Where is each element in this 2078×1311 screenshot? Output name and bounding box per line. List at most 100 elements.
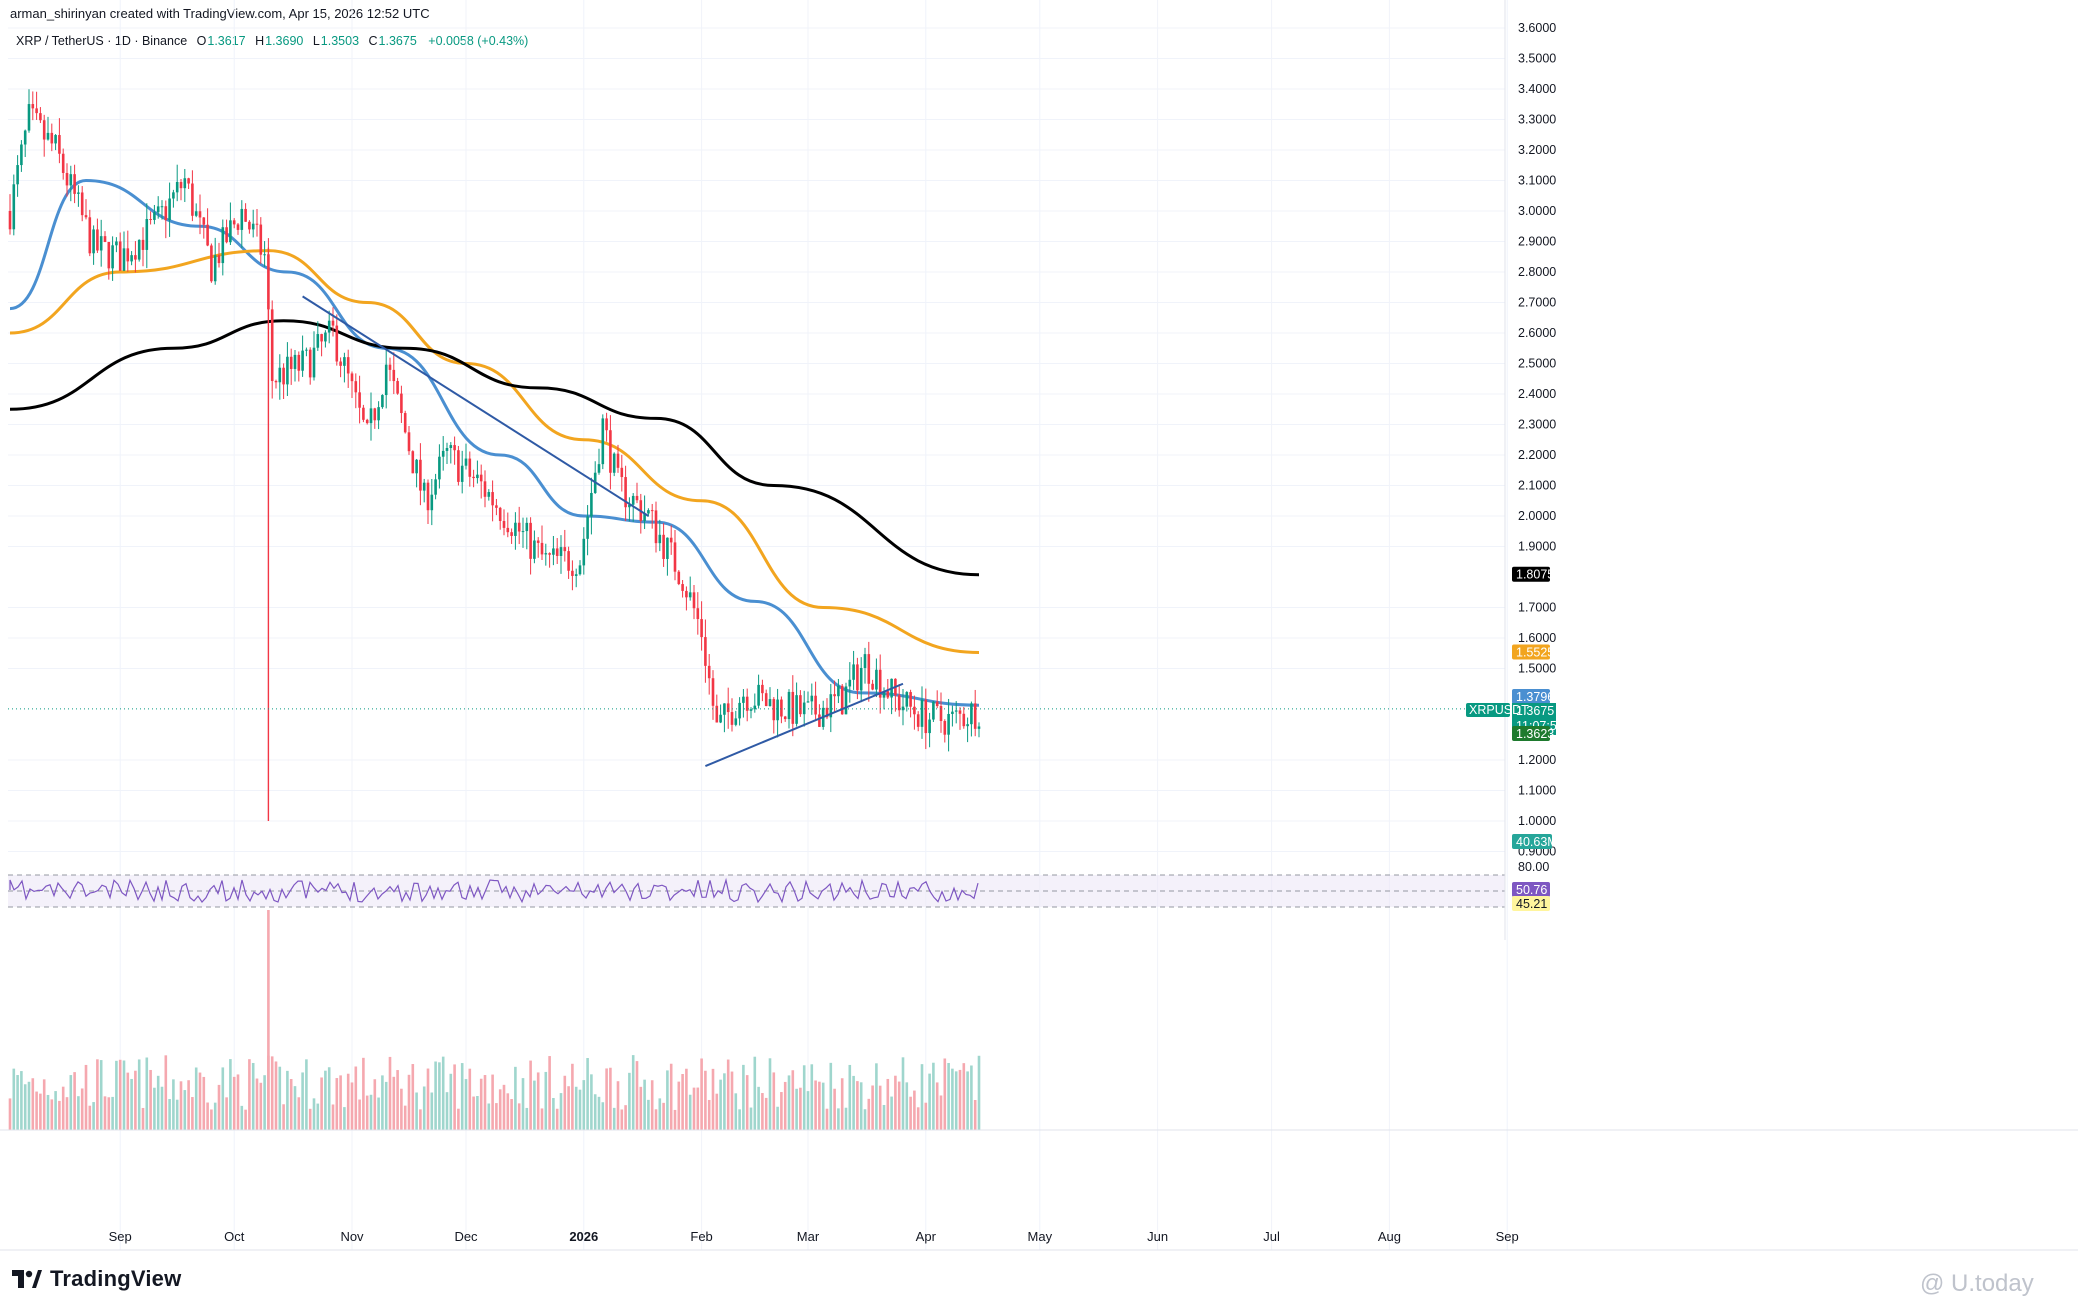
- candle-body: [392, 369, 396, 382]
- candle-body: [130, 255, 133, 262]
- price-tick-label: 2.9000: [1518, 235, 1556, 249]
- volume-bar: [514, 1066, 517, 1130]
- candle-body: [293, 354, 297, 369]
- candle-body: [39, 113, 42, 121]
- candle-body: [502, 521, 506, 528]
- candle-body: [77, 192, 80, 194]
- volume-bar: [894, 1075, 897, 1130]
- candle-body: [426, 482, 430, 511]
- candle-body: [20, 144, 23, 166]
- candle-body: [457, 450, 460, 482]
- candle-body: [650, 510, 654, 512]
- volume-bar: [590, 1074, 593, 1130]
- volume-bar: [814, 1080, 817, 1130]
- candle-body: [669, 537, 673, 543]
- volume-bar: [624, 1105, 627, 1130]
- volume-bar: [343, 1107, 346, 1130]
- volume-bar: [517, 1103, 521, 1130]
- volume-bar: [483, 1075, 487, 1130]
- volume-bar: [932, 1062, 935, 1130]
- candle-body: [153, 212, 156, 220]
- candle-body: [529, 522, 532, 559]
- candle-body: [685, 590, 688, 598]
- volume-bar: [924, 1102, 928, 1130]
- volume-bar: [772, 1072, 776, 1130]
- price-axis[interactable]: 3.6000 3.5000 3.4000 3.3000 3.2000 3.1000 3.00…: [0, 0, 2078, 1251]
- candle-body: [441, 450, 445, 457]
- volume-bar: [354, 1066, 358, 1130]
- candle-body: [563, 547, 567, 552]
- volume-bar: [362, 1057, 365, 1130]
- volume-bar: [863, 1109, 867, 1130]
- candle-body: [886, 691, 890, 698]
- volume-bar: [449, 1073, 453, 1130]
- volume-bar: [704, 1070, 707, 1130]
- volume-bar: [350, 1082, 354, 1130]
- candle-body: [400, 393, 403, 414]
- candle-body: [544, 553, 548, 555]
- volume-bar: [118, 1059, 122, 1130]
- candle-body: [833, 694, 836, 697]
- volume-bar: [628, 1072, 631, 1130]
- volume-bar: [605, 1068, 608, 1130]
- volume-bar: [335, 1078, 339, 1130]
- candle-body: [696, 608, 700, 620]
- volume-bar: [274, 1061, 278, 1130]
- candle-body: [172, 192, 175, 199]
- candle-body: [525, 522, 529, 532]
- candle-body: [179, 182, 183, 189]
- candles: [8, 89, 981, 821]
- candle-body: [339, 361, 342, 366]
- volume-bar: [472, 1096, 475, 1130]
- candle-body: [635, 495, 639, 501]
- volume-bar: [574, 1086, 578, 1130]
- candle-body: [278, 367, 282, 383]
- volume-bar: [764, 1097, 768, 1130]
- volume-bar: [856, 1081, 859, 1130]
- candle-body: [962, 713, 966, 727]
- candle-body: [818, 714, 821, 727]
- candle-body: [381, 395, 384, 408]
- price-tick-label: 3.6000: [1518, 21, 1556, 35]
- candle-body: [373, 408, 377, 421]
- legend: XRP / TetherUS · 1D · Binance O1.3617 H1…: [16, 34, 528, 48]
- candle-body: [791, 691, 795, 724]
- volume-bar: [935, 1082, 939, 1130]
- tradingview-logo[interactable]: TradingView: [12, 1266, 181, 1292]
- legend-symbol[interactable]: XRP / TetherUS · 1D · Binance: [16, 34, 188, 48]
- volume-bar: [61, 1086, 65, 1130]
- trend-lines[interactable]: [8, 295, 1505, 768]
- legend-close-label: C: [368, 34, 378, 48]
- candle-body: [388, 364, 392, 370]
- volume-bar: [149, 1069, 152, 1130]
- candle-body: [312, 347, 316, 378]
- candle-body: [343, 357, 346, 366]
- price-tick-label: 2.4000: [1518, 387, 1556, 401]
- candle-body: [772, 699, 776, 721]
- trend-line[interactable]: [302, 295, 649, 517]
- candle-body: [567, 551, 570, 571]
- volume-bar: [669, 1063, 673, 1130]
- candle-body: [571, 570, 574, 576]
- time-axis[interactable]: Sep Oct Nov Dec 2026 Feb Mar Apr May Jun Jul Aug Sep: [109, 1229, 1519, 1244]
- volume-bar: [848, 1064, 852, 1130]
- candle-body: [316, 334, 320, 348]
- volume-bar: [134, 1070, 137, 1130]
- volume-bar: [430, 1092, 434, 1130]
- volume-bar: [920, 1064, 924, 1130]
- candle-body: [517, 522, 521, 532]
- time-tick-label: May: [1028, 1229, 1053, 1244]
- candle-body: [783, 716, 787, 720]
- candle-body: [160, 206, 164, 208]
- volume-bar: [373, 1079, 377, 1130]
- volume-bar: [525, 1107, 529, 1130]
- candle-body: [601, 418, 605, 465]
- time-tick-label: 2026: [569, 1229, 598, 1244]
- volume-bar: [476, 1095, 479, 1130]
- trend-line[interactable]: [705, 682, 904, 768]
- volume-bar: [818, 1081, 821, 1130]
- legend-low: 1.3503: [320, 34, 360, 48]
- volume-bar: [491, 1074, 494, 1130]
- candle-body: [377, 407, 380, 421]
